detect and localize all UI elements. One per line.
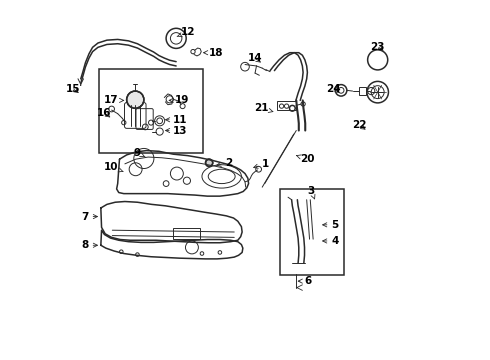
Bar xyxy=(173,228,200,239)
Circle shape xyxy=(126,91,144,108)
Text: 18: 18 xyxy=(203,48,223,58)
Text: 7: 7 xyxy=(82,212,98,221)
Bar xyxy=(277,101,296,110)
Text: 5: 5 xyxy=(322,220,338,230)
Circle shape xyxy=(205,159,213,166)
Text: 9: 9 xyxy=(134,148,145,158)
Text: 6: 6 xyxy=(298,276,312,286)
Text: 1: 1 xyxy=(254,159,270,169)
Text: 8: 8 xyxy=(82,240,98,250)
Text: 15: 15 xyxy=(66,84,80,94)
Text: 11: 11 xyxy=(166,115,188,125)
Text: 20: 20 xyxy=(296,154,315,164)
Text: 14: 14 xyxy=(247,53,262,63)
Text: 19: 19 xyxy=(169,95,190,105)
Text: 10: 10 xyxy=(104,162,123,172)
Text: 2: 2 xyxy=(217,158,233,168)
Text: 22: 22 xyxy=(352,121,367,130)
Text: 13: 13 xyxy=(166,126,188,135)
Text: 12: 12 xyxy=(177,27,196,37)
Bar xyxy=(99,69,203,153)
Text: 23: 23 xyxy=(370,42,385,51)
Text: 4: 4 xyxy=(322,236,339,246)
Text: 3: 3 xyxy=(308,186,315,199)
Bar xyxy=(280,189,344,275)
Text: 16: 16 xyxy=(97,108,112,118)
Text: 21: 21 xyxy=(254,103,273,113)
Bar xyxy=(359,87,366,95)
Text: 24: 24 xyxy=(326,84,341,94)
Text: 17: 17 xyxy=(104,95,123,105)
